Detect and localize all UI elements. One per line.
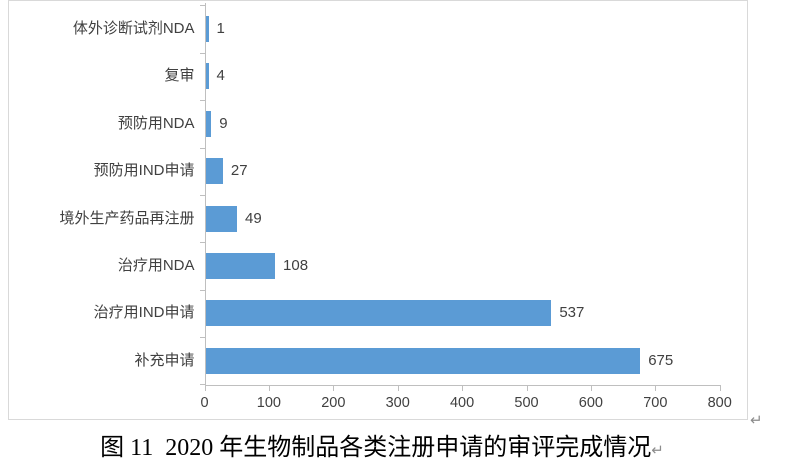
x-axis-tick <box>719 384 721 391</box>
category-label: 预防用NDA <box>117 114 195 132</box>
figure-caption-text: 图 11 2020 年生物制品各类注册申请的审评完成情况 <box>100 435 652 461</box>
value-label: 49 <box>245 209 262 227</box>
y-axis-tick <box>199 194 205 196</box>
value-label: 1 <box>216 20 225 38</box>
value-label: 4 <box>216 67 225 85</box>
category-label: 体外诊断试剂NDA <box>72 20 195 38</box>
bar <box>205 110 212 137</box>
bar <box>205 252 276 279</box>
y-axis-tick <box>199 242 205 244</box>
category-label: 补充申请 <box>134 351 195 369</box>
value-label: 27 <box>230 162 248 180</box>
paragraph-mark: ↵ <box>651 443 664 459</box>
x-axis-tick <box>268 384 270 391</box>
x-tick-label: 0 <box>200 394 209 411</box>
x-axis-tick <box>204 384 206 391</box>
x-tick-label: 600 <box>578 394 603 411</box>
x-axis-tick <box>333 384 335 391</box>
x-axis-tick <box>655 384 657 391</box>
bar <box>205 205 238 232</box>
category-label: 治疗用NDA <box>117 256 195 274</box>
bar <box>205 158 223 185</box>
bar <box>205 16 209 43</box>
x-axis-tick <box>462 384 464 391</box>
bar <box>205 300 552 327</box>
bar-chart-frame[interactable]: 体外诊断试剂NDA 1 复审 4 预防用NDA 9 预防用IND申请 27 境外生产药品再注册 4… <box>8 0 748 420</box>
x-tick-label: 300 <box>385 394 410 411</box>
y-axis-line <box>204 3 206 385</box>
y-axis-tick <box>199 289 205 291</box>
y-axis-tick <box>199 5 205 7</box>
x-tick-label: 100 <box>256 394 281 411</box>
x-axis-tick <box>397 384 399 391</box>
x-axis-tick <box>526 384 528 391</box>
bar <box>205 63 209 90</box>
y-axis-tick <box>199 384 205 386</box>
paragraph-mark: ↵ <box>750 413 763 429</box>
x-tick-label: 700 <box>643 394 668 411</box>
y-axis-tick <box>199 147 205 149</box>
x-tick-label: 800 <box>707 394 732 411</box>
category-label: 复审 <box>164 67 195 85</box>
y-axis-tick <box>199 337 205 339</box>
y-axis-tick <box>199 52 205 54</box>
x-tick-label: 400 <box>449 394 475 411</box>
category-label: 预防用IND申请 <box>93 162 195 180</box>
y-axis-tick <box>199 100 205 102</box>
value-label: 675 <box>648 351 674 369</box>
category-label: 治疗用IND申请 <box>93 304 195 322</box>
figure-caption: 图 11 2020 年生物制品各类注册申请的审评完成情况↵ <box>0 427 764 462</box>
x-tick-label: 200 <box>321 394 346 411</box>
value-label: 9 <box>219 114 228 132</box>
value-label: 108 <box>283 256 309 274</box>
x-axis-tick <box>590 384 592 391</box>
category-label: 境外生产药品再注册 <box>59 209 195 227</box>
x-tick-label: 500 <box>514 394 539 411</box>
value-label: 537 <box>559 304 585 322</box>
bar <box>205 347 641 374</box>
